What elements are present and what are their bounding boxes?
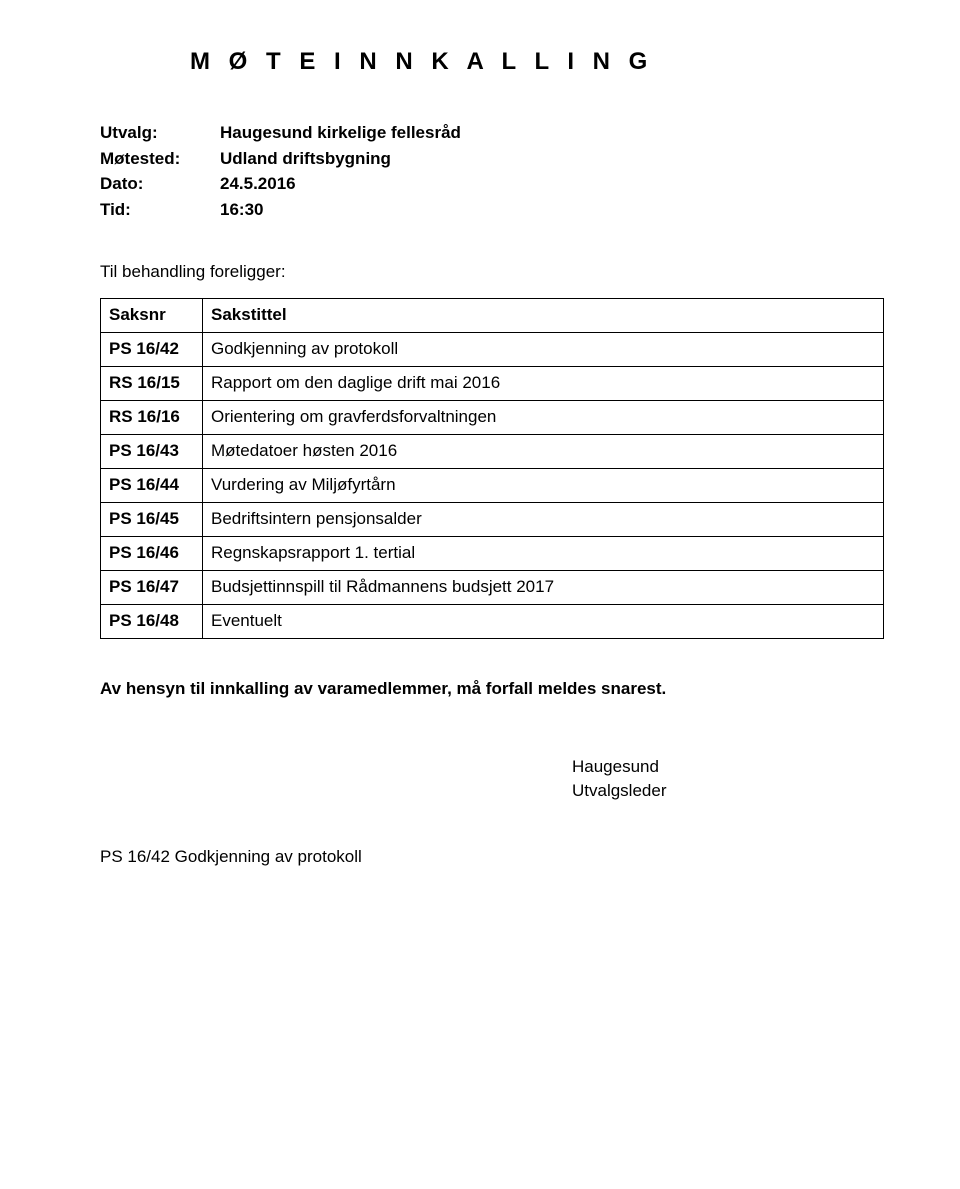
signature-place: Haugesund [572,755,884,779]
signature-block: Haugesund Utvalgsleder [572,755,884,803]
table-cell-ref: RS 16/15 [101,367,203,401]
table-cell-title: Eventuelt [203,605,884,639]
document-title: M Ø T E I N N K A L L I N G [100,48,884,76]
meta-label-tid: Tid: [100,197,220,223]
meta-row-utvalg: Utvalg: Haugesund kirkelige fellesråd [100,120,884,146]
table-cell-ref: PS 16/48 [101,605,203,639]
table-cell-title: Budsjettinnspill til Rådmannens budsjett… [203,571,884,605]
table-cell-ref: PS 16/45 [101,503,203,537]
table-row: PS 16/45 Bedriftsintern pensjonsalder [101,503,884,537]
table-cell-title: Bedriftsintern pensjonsalder [203,503,884,537]
table-row: PS 16/43 Møtedatoer høsten 2016 [101,435,884,469]
meta-row-motested: Møtested: Udland driftsbygning [100,146,884,172]
table-row: PS 16/42 Godkjenning av protokoll [101,333,884,367]
table-row: PS 16/47 Budsjettinnspill til Rådmannens… [101,571,884,605]
table-cell-title: Rapport om den daglige drift mai 2016 [203,367,884,401]
meta-value-dato: 24.5.2016 [220,171,884,197]
table-row: PS 16/48 Eventuelt [101,605,884,639]
notice-text: Av hensyn til innkalling av varamedlemme… [100,679,884,699]
meta-row-tid: Tid: 16:30 [100,197,884,223]
table-cell-ref: PS 16/43 [101,435,203,469]
preamble-text: Til behandling foreligger: [100,262,884,282]
meta-block: Utvalg: Haugesund kirkelige fellesråd Mø… [100,120,884,222]
meta-label-dato: Dato: [100,171,220,197]
signature-role: Utvalgsleder [572,779,884,803]
table-cell-ref: PS 16/44 [101,469,203,503]
agenda-table: Saksnr Sakstittel PS 16/42 Godkjenning a… [100,298,884,639]
footer-line: PS 16/42 Godkjenning av protokoll [100,847,884,867]
table-row: RS 16/16 Orientering om gravferdsforvalt… [101,401,884,435]
table-row: PS 16/46 Regnskapsrapport 1. tertial [101,537,884,571]
table-cell-ref: RS 16/16 [101,401,203,435]
meta-value-motested: Udland driftsbygning [220,146,884,172]
table-cell-title: Møtedatoer høsten 2016 [203,435,884,469]
table-cell-ref: PS 16/47 [101,571,203,605]
meta-row-dato: Dato: 24.5.2016 [100,171,884,197]
table-cell-ref: PS 16/46 [101,537,203,571]
table-header-ref: Saksnr [101,299,203,333]
meta-label-utvalg: Utvalg: [100,120,220,146]
meta-value-utvalg: Haugesund kirkelige fellesråd [220,120,884,146]
table-cell-title: Vurdering av Miljøfyrtårn [203,469,884,503]
table-cell-title: Regnskapsrapport 1. tertial [203,537,884,571]
table-cell-title: Godkjenning av protokoll [203,333,884,367]
table-row: PS 16/44 Vurdering av Miljøfyrtårn [101,469,884,503]
meta-label-motested: Møtested: [100,146,220,172]
table-cell-ref: PS 16/42 [101,333,203,367]
table-row: RS 16/15 Rapport om den daglige drift ma… [101,367,884,401]
table-cell-title: Orientering om gravferdsforvaltningen [203,401,884,435]
table-header-title: Sakstittel [203,299,884,333]
meta-value-tid: 16:30 [220,197,884,223]
table-header-row: Saksnr Sakstittel [101,299,884,333]
